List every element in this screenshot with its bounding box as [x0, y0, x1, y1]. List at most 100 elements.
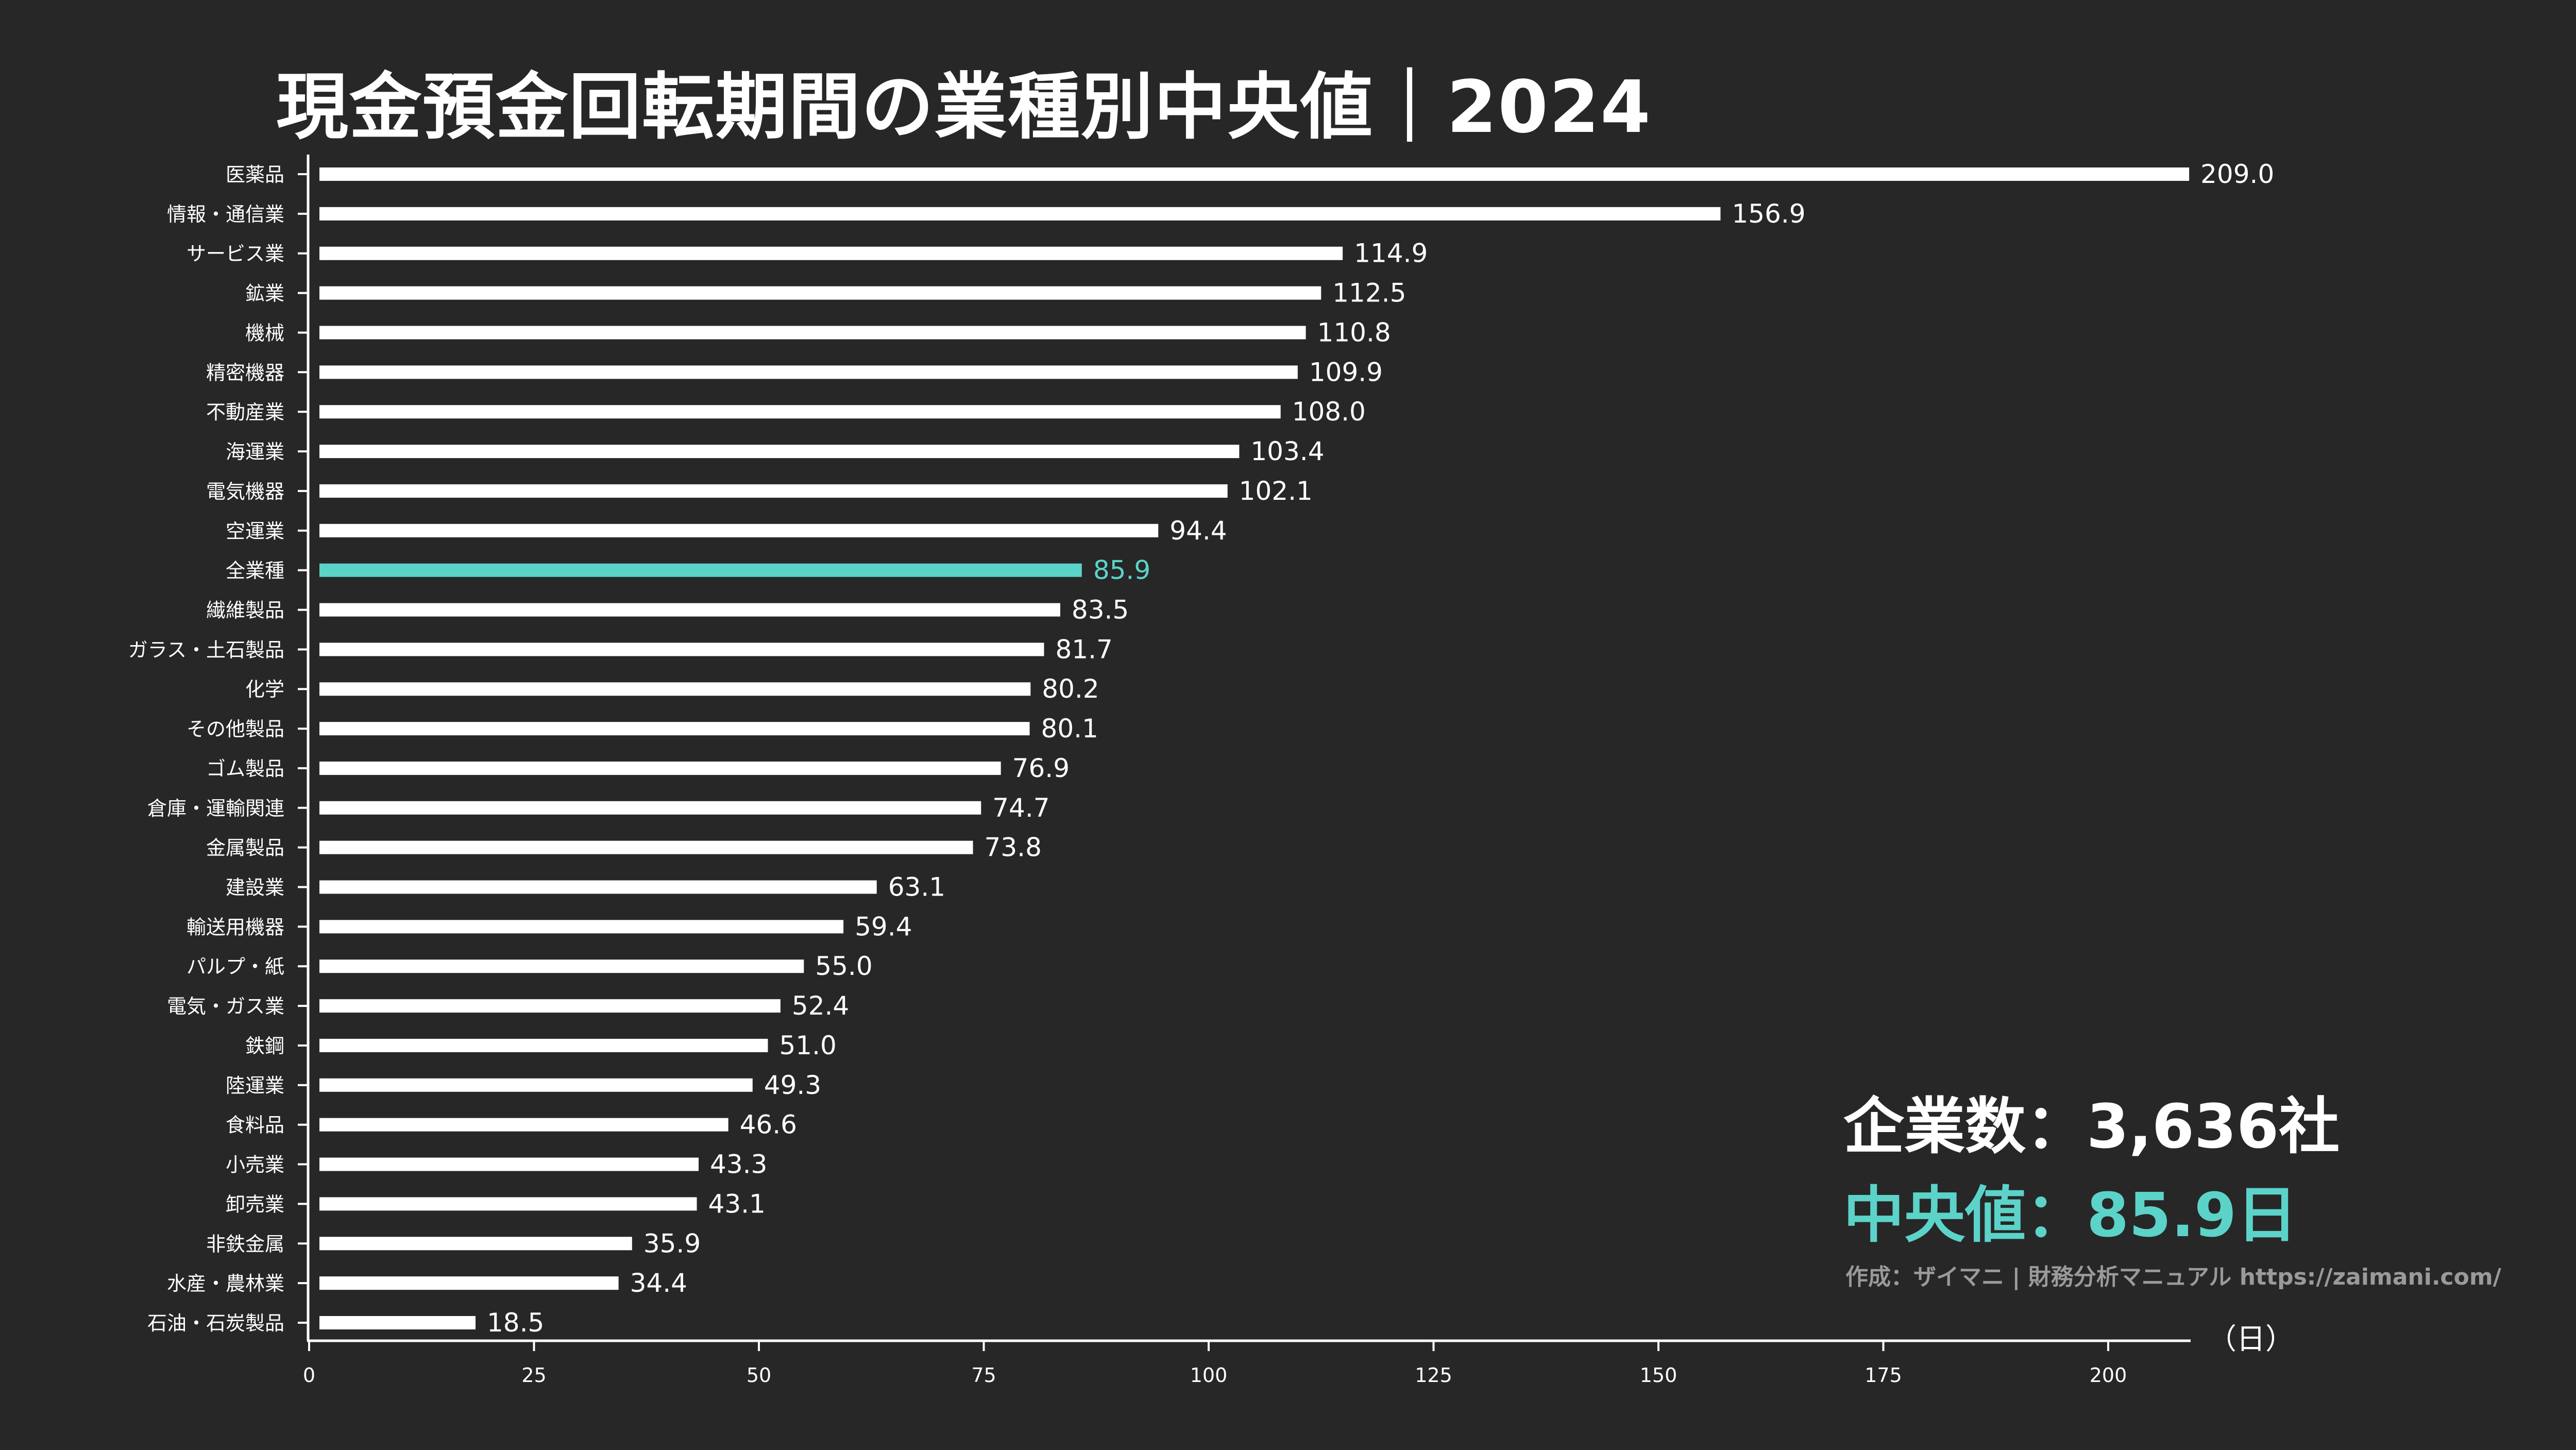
category-label: 陸運業	[226, 1074, 284, 1097]
category-label: 繊維製品	[206, 599, 284, 621]
value-label: 94.4	[1170, 516, 1227, 546]
bar	[319, 840, 973, 854]
bar	[319, 1157, 699, 1171]
value-label: 35.9	[643, 1228, 701, 1258]
chart-title: 現金預金回転期間の業種別中央値｜2024	[276, 65, 1652, 149]
category-label: 空運業	[226, 520, 284, 543]
value-label: 76.9	[1012, 753, 1070, 783]
value-label: 18.5	[487, 1308, 544, 1338]
value-label: 74.7	[992, 793, 1049, 823]
bar	[319, 246, 1343, 260]
x-tick-label: 0	[303, 1364, 315, 1387]
bar	[319, 1078, 753, 1092]
company-count: 企業数：3,636社	[1843, 1091, 2340, 1162]
category-label: 鉄鋼	[245, 1035, 284, 1057]
bar	[319, 801, 981, 815]
credit-text: 作成：ザイマニ | 財務分析マニュアル https://zaimani.com/	[1845, 1264, 2501, 1290]
bar	[319, 880, 877, 894]
x-tick-label: 25	[521, 1364, 546, 1387]
x-tick-label: 200	[2090, 1364, 2127, 1387]
value-label: 52.4	[792, 991, 849, 1021]
category-label: 機械	[245, 322, 284, 344]
bar	[319, 207, 1721, 221]
category-label: 情報・通信業	[167, 203, 284, 226]
bar	[319, 1118, 728, 1132]
bar	[319, 484, 1228, 498]
x-tick-label: 175	[1865, 1364, 1902, 1387]
value-label: 109.9	[1309, 357, 1383, 387]
bar	[319, 1038, 768, 1052]
x-axis-label: （日）	[2208, 1323, 2294, 1356]
value-label: 80.1	[1041, 714, 1098, 744]
category-label: 小売業	[226, 1154, 284, 1176]
category-label: 海運業	[226, 441, 284, 463]
value-label: 156.9	[1732, 199, 1805, 229]
bar	[319, 405, 1281, 419]
bar	[319, 603, 1060, 617]
bar	[319, 920, 844, 934]
category-label: 建設業	[226, 876, 284, 899]
bar	[319, 445, 1240, 459]
category-label: 水産・農林業	[167, 1272, 284, 1295]
x-tick-label: 75	[971, 1364, 996, 1387]
bar	[319, 682, 1031, 696]
value-label: 209.0	[2200, 159, 2274, 189]
median-value: 中央値：85.9日	[1843, 1179, 2298, 1251]
category-label: サービス業	[187, 243, 284, 265]
category-label: 全業種	[226, 560, 284, 582]
value-label: 103.4	[1250, 436, 1324, 466]
bar	[319, 1197, 697, 1211]
bar	[319, 761, 1001, 775]
bar	[319, 1237, 632, 1251]
bar	[319, 365, 1298, 379]
value-label: 51.0	[779, 1031, 836, 1060]
value-label: 43.1	[708, 1189, 766, 1219]
bars-group: 医薬品 209.0 情報・通信業 156.9 サービス業 114.9 鉱業 112.5 機械 11…	[128, 159, 2275, 1338]
x-tick-label: 125	[1415, 1364, 1452, 1387]
category-label: 倉庫・運輸関連	[147, 797, 284, 820]
value-label: 108.0	[1292, 397, 1366, 427]
value-label: 83.5	[1072, 595, 1129, 625]
bar	[319, 999, 781, 1013]
bar	[319, 167, 2190, 181]
value-label: 112.5	[1332, 278, 1406, 308]
bar	[319, 643, 1044, 656]
x-tick-label: 100	[1190, 1364, 1228, 1387]
x-ticks: 0 25 50 75 100 125 150 175 200	[303, 1341, 2127, 1387]
category-label: その他製品	[187, 718, 284, 740]
value-label: 85.9	[1093, 555, 1150, 585]
category-label: 金属製品	[206, 837, 284, 859]
bar	[319, 524, 1159, 537]
category-label: 医薬品	[226, 163, 284, 186]
value-label: 73.8	[985, 833, 1042, 863]
bar	[319, 1276, 619, 1290]
value-label: 102.1	[1239, 476, 1313, 506]
bar	[319, 722, 1030, 736]
category-label: 卸売業	[226, 1193, 284, 1216]
category-label: 非鉄金属	[206, 1233, 284, 1255]
value-label: 81.7	[1055, 634, 1112, 664]
value-label: 110.8	[1317, 317, 1391, 347]
value-label: 114.9	[1354, 239, 1428, 268]
value-label: 55.0	[815, 951, 872, 981]
x-tick-label: 50	[747, 1364, 771, 1387]
category-label: 不動産業	[206, 401, 284, 424]
value-label: 49.3	[764, 1070, 821, 1100]
bar	[319, 959, 804, 973]
value-label: 34.4	[630, 1268, 687, 1298]
category-label: パルプ・紙	[187, 955, 284, 978]
value-label: 63.1	[888, 872, 945, 902]
category-label: 精密機器	[206, 361, 284, 384]
category-label: 食料品	[226, 1114, 284, 1137]
x-tick-label: 150	[1640, 1364, 1677, 1387]
category-label: 電気・ガス業	[167, 995, 284, 1018]
value-label: 59.4	[855, 912, 912, 941]
category-label: 石油・石炭製品	[147, 1312, 284, 1335]
category-label: 鉱業	[245, 282, 284, 305]
value-label: 46.6	[740, 1110, 797, 1140]
category-label: 電気機器	[206, 480, 284, 503]
bar	[319, 1316, 476, 1329]
category-label: 輸送用機器	[187, 916, 284, 938]
bar	[319, 286, 1321, 300]
